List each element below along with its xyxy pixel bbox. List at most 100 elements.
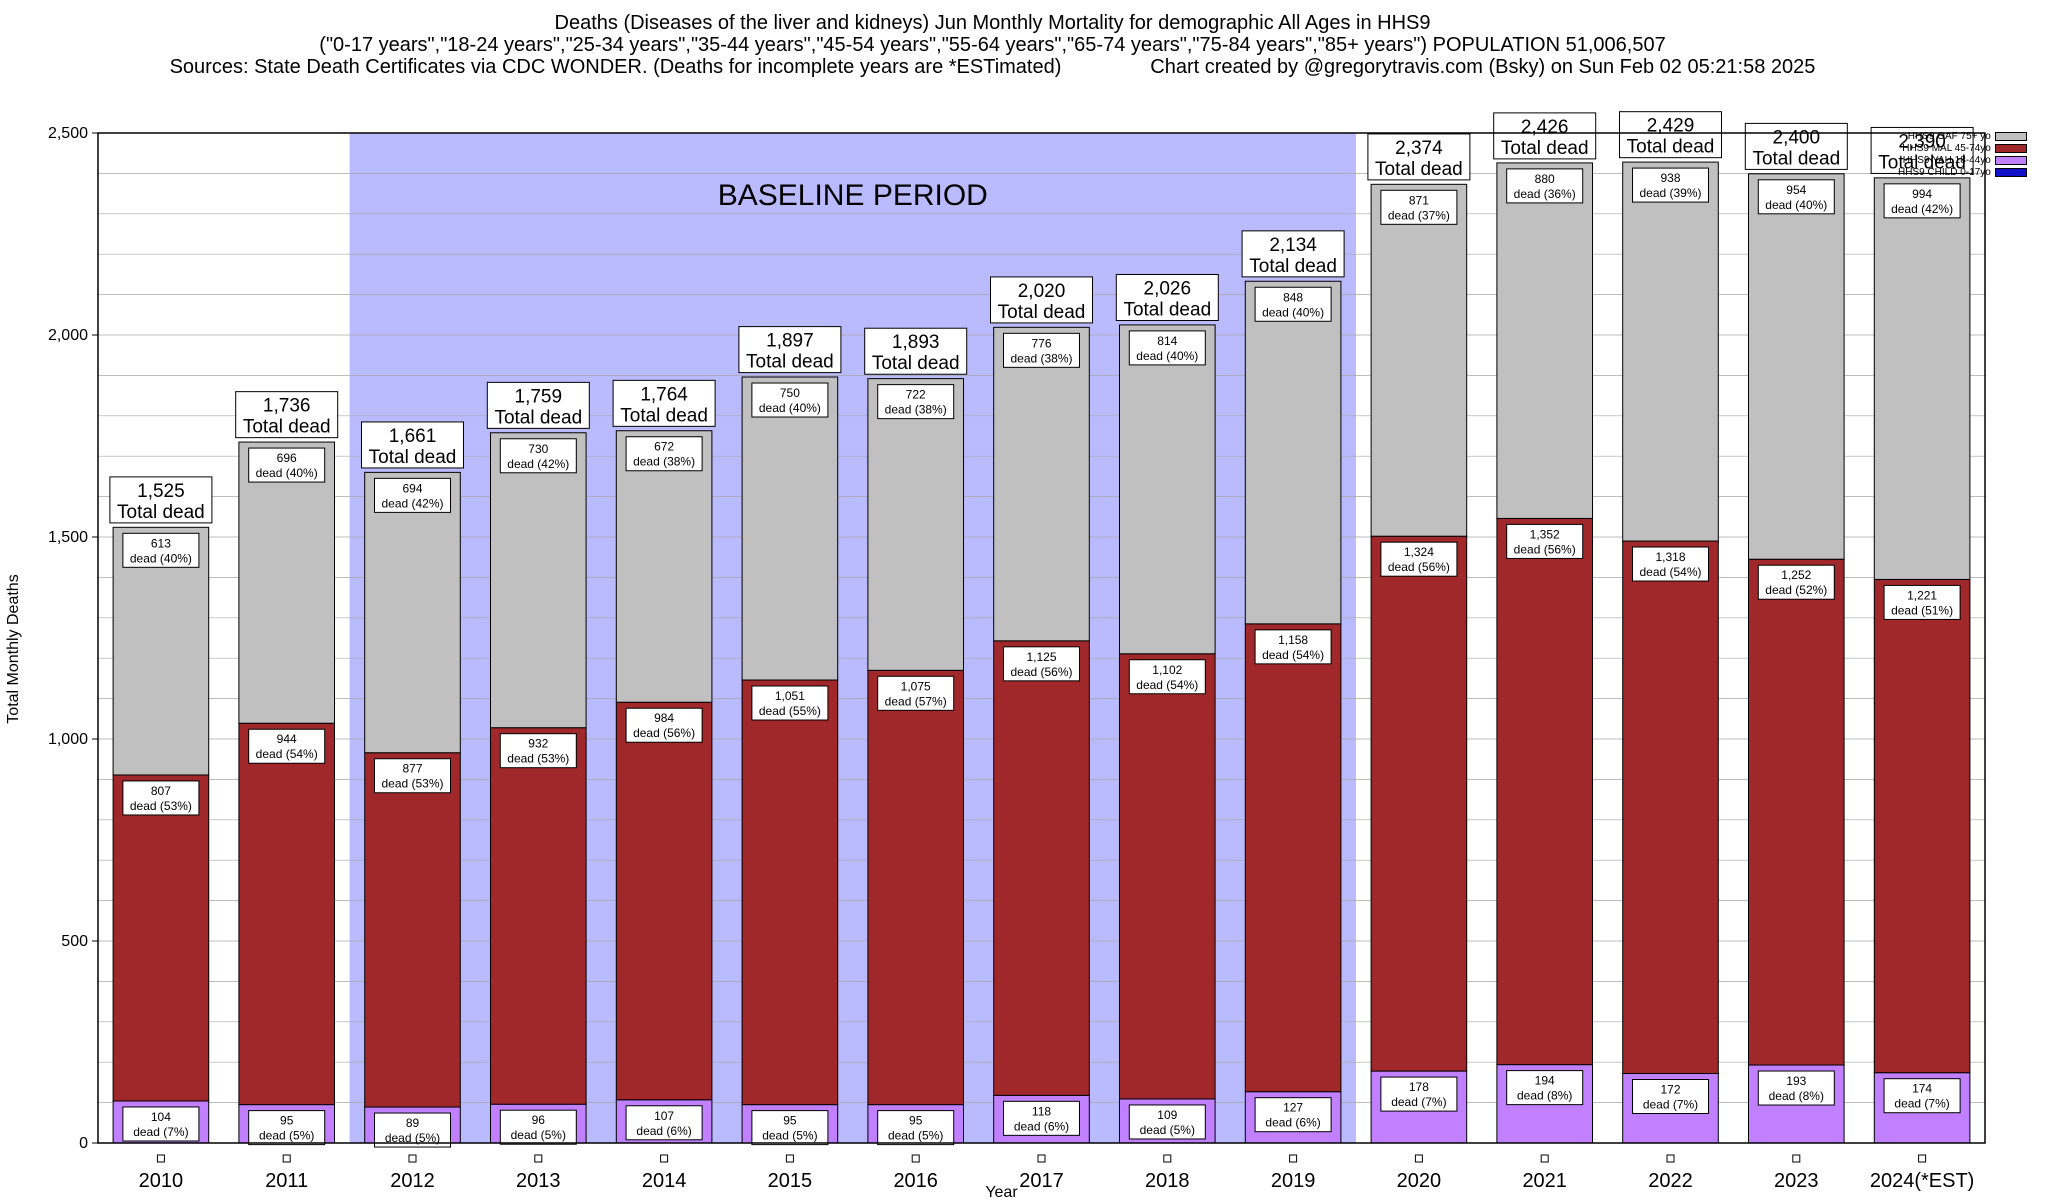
segment-label-box xyxy=(1003,332,1080,368)
segment-pct-label: dead (56%) xyxy=(633,726,695,740)
y-tick-label: 2,500 xyxy=(48,125,88,142)
segment-label-box xyxy=(1883,584,1961,620)
x-tick-label: 2017 xyxy=(1019,1170,1064,1192)
total-label-box xyxy=(1493,112,1597,160)
x-axis-label: Year xyxy=(985,1184,1018,1200)
segment-value-label: 954 xyxy=(1786,183,1806,197)
segment-value-label: 944 xyxy=(277,732,297,746)
segment-pct-label: dead (6%) xyxy=(1265,1116,1320,1130)
segment-label-box xyxy=(1506,1070,1584,1106)
total-label-box xyxy=(1367,133,1471,181)
x-tick-label: 2015 xyxy=(768,1170,813,1192)
segment-value-label: 95 xyxy=(280,1114,294,1128)
bar-segment xyxy=(112,774,210,1102)
segment-pct-label: dead (37%) xyxy=(1388,208,1450,222)
segment-pct-label: dead (5%) xyxy=(1140,1123,1195,1137)
segment-value-label: 696 xyxy=(277,451,297,465)
total-value-label: 2,020 xyxy=(1018,281,1066,302)
segment-label-box xyxy=(499,1109,577,1145)
bar-segment xyxy=(1370,535,1468,1072)
total-label-box xyxy=(1870,126,1974,174)
segment-pct-label: dead (39%) xyxy=(1639,186,1701,200)
segment-value-label: 118 xyxy=(1032,1104,1051,1118)
segment-label-box xyxy=(499,733,577,769)
segment-label-box xyxy=(1003,1100,1080,1136)
segment-label-box xyxy=(1632,1079,1709,1115)
segment-pct-label: dead (7%) xyxy=(1894,1097,1949,1111)
total-value-label: 1,736 xyxy=(263,396,311,417)
total-caption-label: Total dead xyxy=(998,302,1086,323)
total-label-box xyxy=(738,326,842,374)
x-tick-marker xyxy=(660,1154,669,1163)
segment-value-label: 107 xyxy=(654,1109,674,1123)
segment-label-box xyxy=(625,1105,703,1141)
segment-value-label: 193 xyxy=(1786,1074,1806,1088)
segment-pct-label: dead (54%) xyxy=(1639,565,1701,579)
x-tick-label: 2022 xyxy=(1648,1170,1693,1192)
legend-item-mal: HHS9 MAL 45-74yo xyxy=(1898,142,2027,154)
total-label-box xyxy=(235,391,339,439)
segment-label-box xyxy=(1757,564,1835,600)
segment-label-box xyxy=(1506,523,1584,559)
segment-value-label: 932 xyxy=(528,737,548,751)
segment-label-box xyxy=(122,532,200,568)
x-tick-marker xyxy=(534,1154,543,1163)
x-tick-marker xyxy=(156,1154,165,1163)
x-tick-marker xyxy=(408,1154,417,1163)
segment-pct-label: dead (42%) xyxy=(1891,202,1953,216)
bar-segment xyxy=(615,701,713,1101)
total-caption-label: Total dead xyxy=(494,407,582,428)
segment-value-label: 95 xyxy=(909,1114,923,1128)
segment-value-label: 109 xyxy=(1157,1108,1177,1122)
total-label-box xyxy=(612,379,716,427)
segment-value-label: 871 xyxy=(1409,193,1429,207)
segment-value-label: 1,102 xyxy=(1152,663,1182,677)
segment-label-box xyxy=(1254,1097,1332,1133)
segment-value-label: 672 xyxy=(654,440,674,454)
segment-value-label: 994 xyxy=(1912,187,1932,201)
baseline-period-label: BASELINE PERIOD xyxy=(718,179,988,212)
x-tick-label: 2014 xyxy=(642,1170,687,1192)
bar-segment xyxy=(1873,177,1971,580)
total-value-label: 2,026 xyxy=(1144,278,1192,299)
legend-item-yah: HHS9 YAH 18-44yo xyxy=(1898,154,2027,166)
bar-segment xyxy=(1747,173,1845,560)
chart-title-block: Deaths (Diseases of the liver and kidney… xyxy=(0,12,1985,78)
total-caption-label: Total dead xyxy=(1249,256,1337,277)
segment-value-label: 127 xyxy=(1283,1101,1303,1115)
total-value-label: 1,764 xyxy=(640,384,688,405)
segment-pct-label: dead (40%) xyxy=(1765,198,1827,212)
bar-segment xyxy=(364,471,461,754)
chart-source-line: Sources: State Death Certificates via CD… xyxy=(0,56,1985,78)
total-caption-label: Total dead xyxy=(1375,159,1463,180)
total-caption-label: Total dead xyxy=(746,352,834,373)
legend: HHS9 OAF 75+ yo HHS9 MAL 45-74yo HHS9 YA… xyxy=(1898,130,2027,178)
total-value-label: 1,893 xyxy=(892,332,940,353)
chart-subtitle: ("0-17 years","18-24 years","25-34 years… xyxy=(319,34,1666,56)
x-tick-marker xyxy=(1414,1154,1423,1163)
segment-pct-label: dead (6%) xyxy=(1014,1119,1069,1133)
segment-pct-label: dead (5%) xyxy=(762,1129,817,1143)
segment-value-label: 1,324 xyxy=(1404,545,1434,559)
segment-label-box xyxy=(374,758,451,794)
bar-segment xyxy=(615,430,713,703)
y-tick-label: 500 xyxy=(61,933,88,950)
bar-segment xyxy=(238,441,336,724)
bar-segment xyxy=(1496,162,1594,519)
segment-pct-label: dead (8%) xyxy=(1769,1089,1824,1103)
segment-label-box xyxy=(877,1110,955,1146)
segment-label-box xyxy=(1128,330,1206,366)
segment-pct-label: dead (53%) xyxy=(381,777,443,791)
segment-value-label: 1,221 xyxy=(1907,588,1937,602)
segment-label-box xyxy=(248,1110,326,1146)
segment-label-box xyxy=(122,780,200,816)
segment-pct-label: dead (5%) xyxy=(259,1129,314,1143)
segment-value-label: 1,125 xyxy=(1026,650,1056,664)
total-label-box xyxy=(990,276,1093,324)
segment-label-box xyxy=(374,1112,451,1148)
bar-segment xyxy=(112,526,210,776)
segment-value-label: 938 xyxy=(1660,171,1680,185)
y-tick-label: 1,500 xyxy=(48,529,88,546)
total-caption-label: Total dead xyxy=(1501,138,1589,159)
